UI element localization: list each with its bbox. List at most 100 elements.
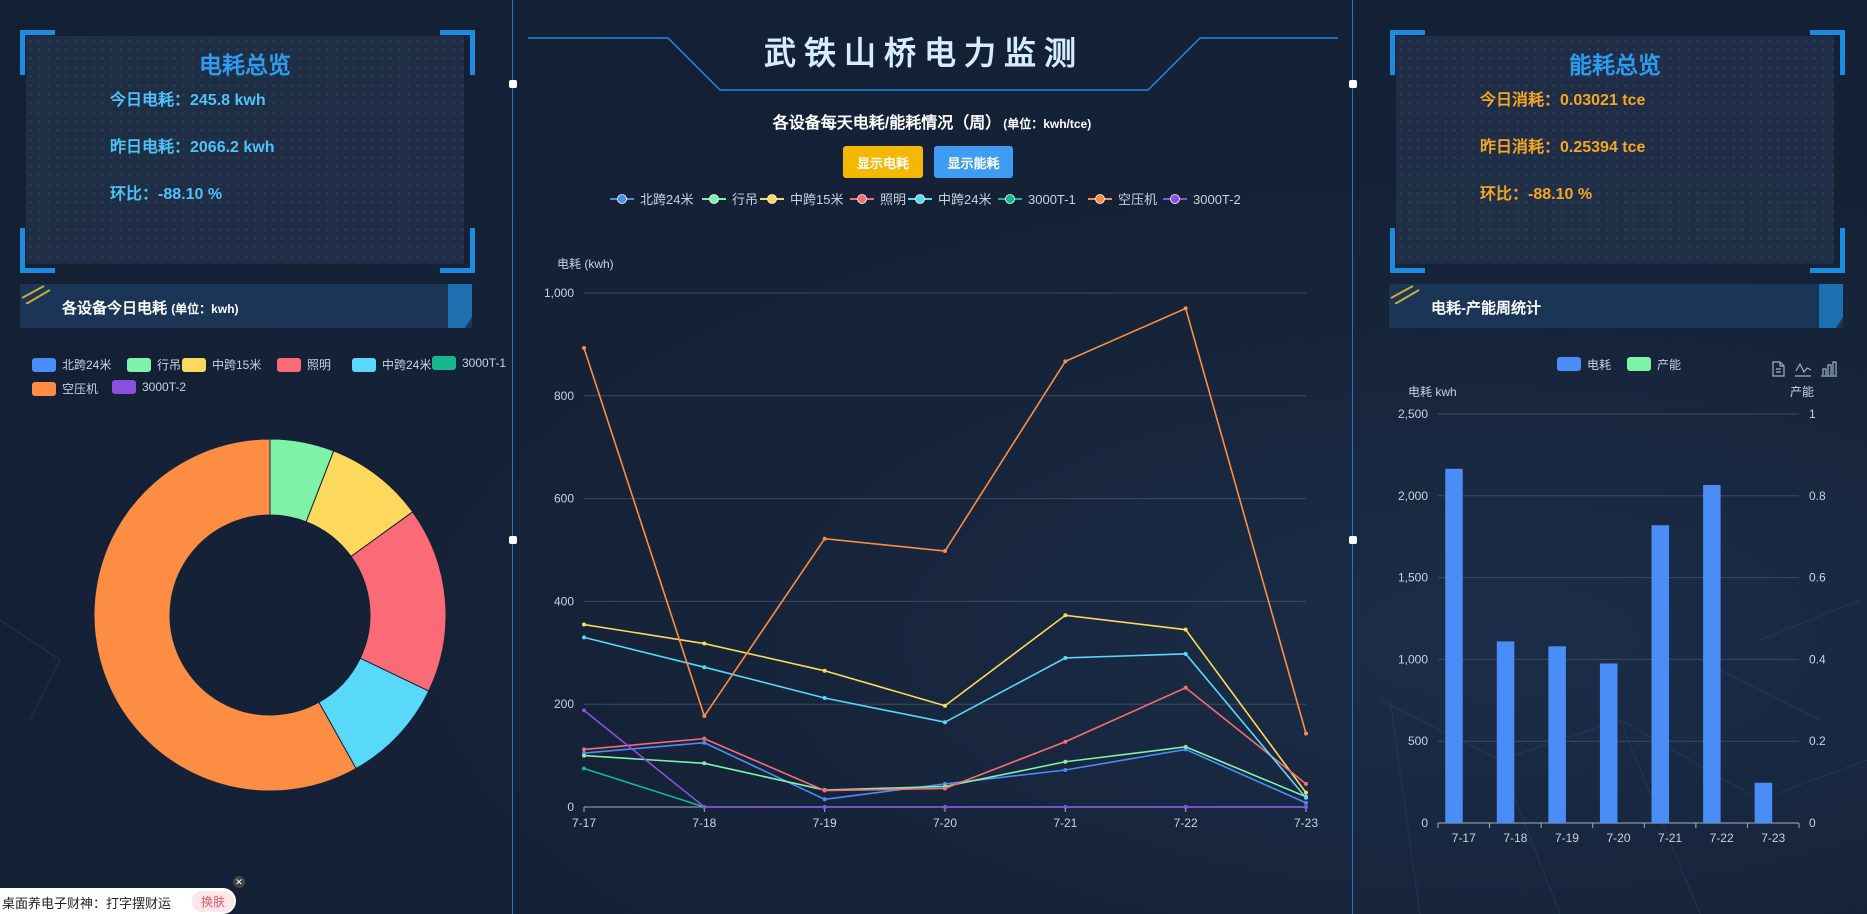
bar-chart-icon[interactable] bbox=[1820, 360, 1838, 378]
legend-label: 照明 bbox=[880, 192, 906, 207]
data-point bbox=[1063, 359, 1068, 364]
yesterday-power: 昨日电耗：2066.2 kwh bbox=[110, 139, 275, 156]
power-overview-title: 电耗总览 bbox=[199, 52, 291, 78]
left-divider bbox=[512, 0, 513, 914]
page-title: 武铁山桥电力监测 bbox=[763, 35, 1084, 71]
section-unit: (单位：kwh) bbox=[171, 302, 239, 316]
data-point bbox=[1304, 800, 1308, 805]
panel-corner bbox=[20, 30, 55, 75]
data-point bbox=[822, 788, 827, 793]
bar bbox=[1703, 485, 1721, 823]
legend-label: 3000T-1 bbox=[1028, 192, 1076, 207]
data-point bbox=[943, 549, 947, 554]
divider-handle[interactable] bbox=[509, 536, 517, 544]
legend-marker bbox=[857, 194, 867, 204]
data-point bbox=[1183, 627, 1188, 632]
legend-item[interactable]: 行吊 bbox=[127, 356, 181, 373]
x-tick-label: 7-18 bbox=[1503, 831, 1527, 845]
legend-label: 中跨15米 bbox=[790, 192, 843, 207]
legend-swatch bbox=[32, 357, 56, 372]
x-tick-label: 7-19 bbox=[813, 816, 837, 830]
legend-label: 产能 bbox=[1657, 358, 1681, 372]
y-tick-label: 200 bbox=[554, 697, 574, 711]
legend-label: 空压机 bbox=[1118, 192, 1157, 207]
x-tick-label: 7-17 bbox=[1452, 831, 1476, 845]
data-point bbox=[822, 797, 827, 802]
divider-handle[interactable] bbox=[509, 80, 517, 88]
close-icon[interactable]: ✕ bbox=[233, 876, 245, 888]
data-point bbox=[702, 761, 707, 766]
legend-item: 照明 bbox=[850, 192, 906, 207]
stripe-decor bbox=[21, 285, 51, 304]
divider-handle[interactable] bbox=[1349, 536, 1357, 544]
x-tick-label: 7-20 bbox=[1606, 831, 1630, 845]
series-line bbox=[583, 307, 1307, 734]
data-point bbox=[582, 766, 586, 771]
legend-swatch bbox=[32, 381, 56, 396]
legend-item[interactable]: 3000T-1 bbox=[432, 356, 506, 370]
show-power-button[interactable]: 显示电耗 bbox=[843, 146, 923, 178]
section-tab bbox=[1819, 284, 1843, 328]
data-point bbox=[1063, 739, 1068, 744]
x-tick-label: 7-19 bbox=[1555, 831, 1579, 845]
legend-marker bbox=[1095, 194, 1105, 204]
data-point bbox=[1183, 651, 1188, 656]
y-tick-label-right: 0 bbox=[1809, 816, 1816, 830]
device-power-donut-chart bbox=[93, 438, 447, 792]
y-tick-label: 0 bbox=[567, 800, 574, 814]
data-point bbox=[582, 622, 586, 627]
legend-item[interactable]: 中跨15米 bbox=[182, 356, 261, 373]
doc-icon[interactable] bbox=[1770, 360, 1786, 378]
data-point bbox=[702, 805, 707, 809]
data-point bbox=[1304, 781, 1308, 786]
data-point bbox=[1304, 731, 1308, 736]
y-tick-label: 800 bbox=[554, 389, 574, 403]
x-tick-label: 7-23 bbox=[1294, 816, 1318, 830]
legend-item: 3000T-2 bbox=[1163, 192, 1241, 207]
data-point bbox=[1304, 790, 1308, 795]
legend-marker bbox=[617, 194, 627, 204]
x-tick-label: 7-22 bbox=[1174, 816, 1198, 830]
legend-item: 中跨24米 bbox=[908, 192, 991, 207]
data-point bbox=[582, 635, 586, 640]
legend-item[interactable]: 照明 bbox=[277, 356, 331, 373]
legend-label: 中跨24米 bbox=[938, 192, 991, 207]
toast-button[interactable]: 换肤 bbox=[192, 891, 235, 912]
data-point bbox=[822, 536, 827, 541]
divider-handle[interactable] bbox=[1349, 80, 1357, 88]
legend-item: 产能 bbox=[1627, 357, 1681, 372]
data-point bbox=[822, 696, 827, 701]
legend-item[interactable]: 3000T-2 bbox=[112, 380, 186, 394]
legend-swatch bbox=[1627, 357, 1651, 371]
yesterday-energy: 昨日消耗：0.25394 tce bbox=[1480, 139, 1646, 156]
legend-label: 中跨15米 bbox=[212, 358, 262, 372]
bar bbox=[1651, 525, 1670, 823]
legend-label: 照明 bbox=[307, 358, 332, 372]
panel-corner bbox=[1810, 228, 1845, 273]
y-axis-label-right: 产能 bbox=[1790, 385, 1814, 399]
legend-item[interactable]: 中跨24米 bbox=[352, 356, 431, 373]
legend-item[interactable]: 空压机 bbox=[32, 380, 98, 397]
energy-ratio: 环比：-88.10 % bbox=[1480, 186, 1593, 203]
legend-item[interactable]: 北跨24米 bbox=[32, 356, 111, 373]
line-chart-icon[interactable] bbox=[1794, 360, 1812, 378]
line-chart-title: 各设备每天电耗/能耗情况（周） (单位：kwh/tce) bbox=[512, 109, 1352, 133]
ad-toast[interactable]: 桌面养电子财神：打字摆财运 换肤 bbox=[0, 888, 236, 914]
x-tick-label: 7-23 bbox=[1761, 831, 1785, 845]
bar bbox=[1599, 663, 1618, 823]
y-tick-label-left: 1,500 bbox=[1398, 571, 1428, 585]
legend-item: 空压机 bbox=[1088, 192, 1157, 207]
today-power: 今日电耗：245.8 kwh bbox=[110, 92, 266, 109]
legend-label: 空压机 bbox=[62, 382, 99, 396]
legend-label: 3000T-2 bbox=[1193, 192, 1241, 207]
legend-item: 行吊 bbox=[702, 192, 758, 207]
show-energy-button[interactable]: 显示能耗 bbox=[934, 146, 1013, 178]
y-axis-label: 电耗 (kwh) bbox=[557, 257, 614, 271]
data-point bbox=[1304, 795, 1308, 800]
data-point bbox=[1063, 613, 1068, 618]
bar bbox=[1548, 646, 1566, 823]
x-tick-label: 7-20 bbox=[933, 816, 957, 830]
y-tick-label-right: 0.4 bbox=[1809, 652, 1826, 666]
legend-swatch bbox=[1557, 357, 1581, 371]
